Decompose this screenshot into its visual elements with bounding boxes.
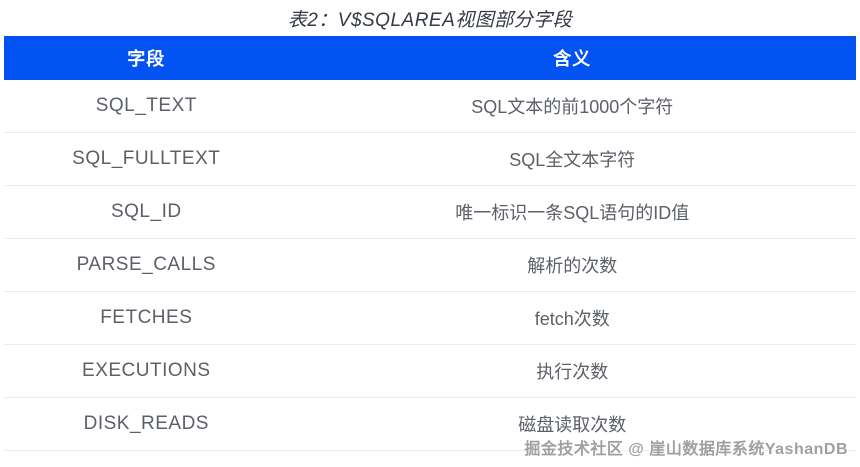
watermark-text: 掘金技术社区 @ 崖山数据库系统YashanDB <box>524 441 848 458</box>
table-row: SQL_ID 唯一标识一条SQL语句的ID值 <box>4 186 856 239</box>
meaning-cell: 解析的次数 <box>527 256 618 276</box>
table-row: FETCHES fetch次数 <box>4 292 856 345</box>
meaning-cell: 唯一标识一条SQL语句的ID值 <box>455 203 690 223</box>
field-cell: DISK_READS <box>83 413 209 434</box>
table-row: DISK_READS 磁盘读取次数 <box>4 398 856 451</box>
table-row: SQL_TEXT SQL文本的前1000个字符 <box>4 80 856 133</box>
field-cell: SQL_TEXT <box>95 95 197 116</box>
field-cell: SQL_FULLTEXT <box>72 148 221 169</box>
meaning-cell: SQL全文本字符 <box>509 150 636 170</box>
table-header-row: 字段 含义 <box>4 36 856 80</box>
column-header-field: 字段 <box>127 49 166 69</box>
field-cell: SQL_ID <box>110 201 182 222</box>
meaning-cell: SQL文本的前1000个字符 <box>471 97 674 117</box>
table-row: EXECUTIONS 执行次数 <box>4 345 856 398</box>
field-cell: EXECUTIONS <box>82 360 211 381</box>
field-cell: FETCHES <box>100 307 193 328</box>
fields-table: 字段 含义 SQL_TEXT SQL文本的前1000个字符 SQL_FULLTE… <box>4 36 856 451</box>
table-caption: 表2：V$SQLAREA视图部分字段 <box>287 10 573 31</box>
column-header-meaning: 含义 <box>553 49 592 69</box>
table-row: SQL_FULLTEXT SQL全文本字符 <box>4 133 856 186</box>
table-row: PARSE_CALLS 解析的次数 <box>4 239 856 292</box>
field-cell: PARSE_CALLS <box>76 254 216 275</box>
meaning-cell: 磁盘读取次数 <box>518 415 627 435</box>
meaning-cell: fetch次数 <box>534 309 610 329</box>
meaning-cell: 执行次数 <box>536 362 609 382</box>
